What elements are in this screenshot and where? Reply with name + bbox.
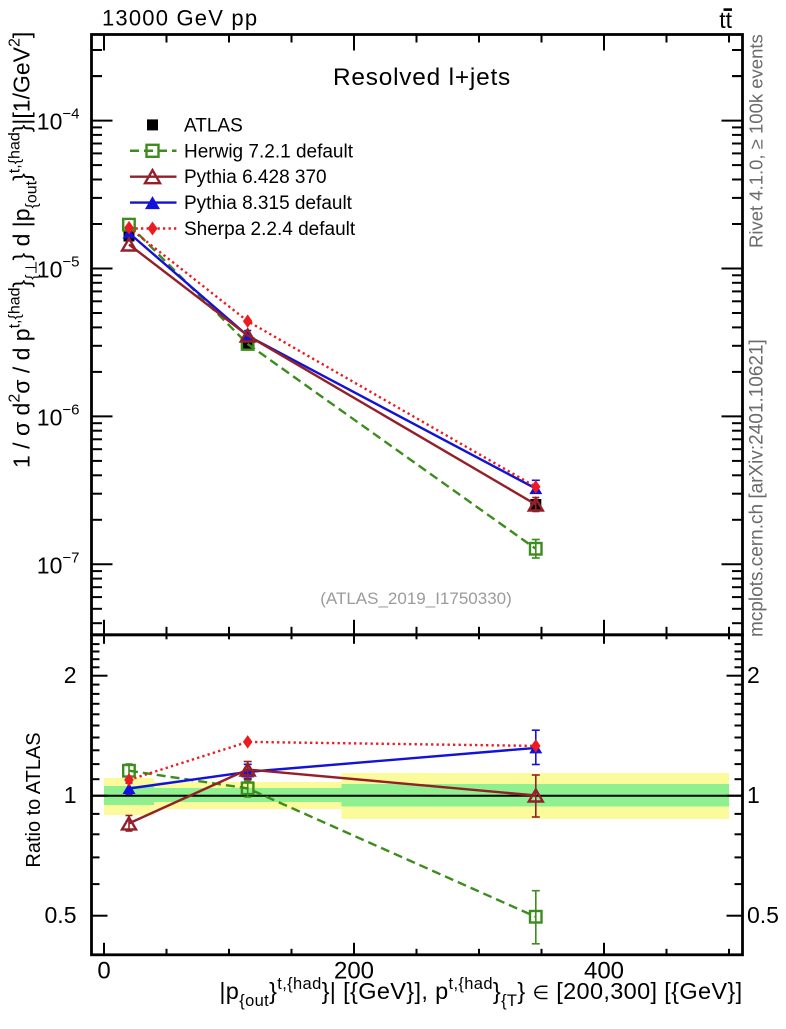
- svg-text:Resolved l+jets: Resolved l+jets: [333, 64, 511, 91]
- svg-text:Herwig 7.2.1 default: Herwig 7.2.1 default: [184, 141, 354, 162]
- svg-text:Ratio to ATLAS: Ratio to ATLAS: [23, 732, 45, 867]
- svg-text:Pythia 6.428 370: Pythia 6.428 370: [184, 167, 327, 188]
- svg-text:400: 400: [584, 958, 624, 985]
- svg-text:mcplots.cern.ch [arXiv:2401.10: mcplots.cern.ch [arXiv:2401.10621]: [747, 339, 768, 637]
- svg-text:(ATLAS_2019_I1750330): (ATLAS_2019_I1750330): [320, 589, 512, 608]
- svg-text:ATLAS: ATLAS: [184, 115, 243, 136]
- svg-text:200: 200: [334, 958, 374, 985]
- svg-text:0.5: 0.5: [45, 902, 77, 928]
- svg-text:Pythia 8.315 default: Pythia 8.315 default: [184, 193, 353, 214]
- svg-text:1: 1: [747, 782, 760, 808]
- svg-text:Rivet 4.1.0, ≥ 100k events: Rivet 4.1.0, ≥ 100k events: [746, 34, 767, 248]
- svg-text:2: 2: [64, 662, 77, 688]
- svg-text:tt: tt: [719, 7, 732, 33]
- svg-text:0.5: 0.5: [747, 902, 779, 928]
- svg-text:13000 GeV pp: 13000 GeV pp: [102, 6, 258, 31]
- svg-text:1: 1: [64, 782, 77, 808]
- svg-text:10−7: 10−7: [37, 549, 80, 578]
- svg-text:2: 2: [747, 662, 760, 688]
- svg-text:0: 0: [97, 958, 110, 985]
- svg-text:Sherpa 2.2.4 default: Sherpa 2.2.4 default: [184, 219, 356, 240]
- svg-text:|p{out}t,{had}| [{GeV}], pt,{h: |p{out}t,{had}| [{GeV}], pt,{had}{T} ∈ […: [219, 975, 742, 1010]
